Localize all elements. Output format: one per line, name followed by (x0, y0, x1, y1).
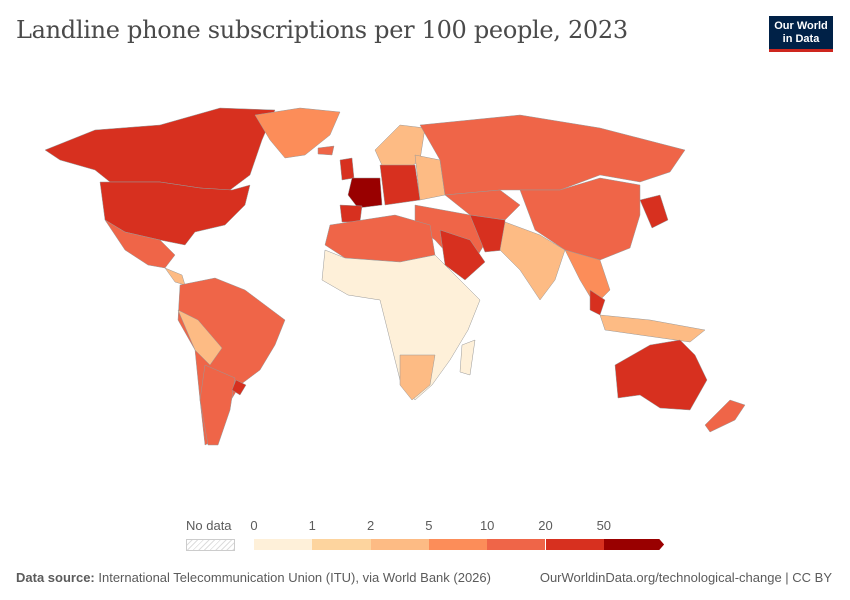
color-legend: No data 0 1 2 5 10 20 50 (0, 510, 850, 555)
country-new-zealand[interactable] (704, 399, 746, 433)
legend-tick-1: 1 (308, 518, 316, 533)
country-argentina[interactable] (199, 364, 236, 446)
country-canada[interactable] (44, 107, 276, 191)
country-china[interactable] (519, 177, 641, 261)
country-greenland[interactable] (254, 107, 341, 159)
country-iberia[interactable] (339, 204, 363, 223)
country-north-africa[interactable] (324, 214, 436, 263)
country-saudi-arabia[interactable] (439, 229, 486, 281)
source-link[interactable]: OurWorldinData.org/technological-change … (539, 570, 832, 585)
country-france[interactable] (347, 177, 383, 209)
country-central-america[interactable] (164, 267, 186, 286)
country-peru-bolivia[interactable] (177, 309, 223, 366)
country-southern-africa[interactable] (399, 354, 436, 401)
country-sub-saharan-africa[interactable] (321, 249, 481, 401)
country-uruguay[interactable] (231, 379, 247, 396)
legend-bin-2[interactable] (370, 539, 429, 550)
legend-bin-3[interactable] (428, 539, 488, 550)
country-southeast-asia[interactable] (564, 249, 611, 306)
country-iceland[interactable] (317, 145, 335, 156)
country-indonesia[interactable] (599, 314, 706, 343)
chart-title: Landline phone subscriptions per 100 peo… (16, 16, 628, 44)
no-data-label: No data (186, 518, 232, 533)
legend-bin-5[interactable] (545, 539, 604, 550)
world-map[interactable] (0, 90, 850, 490)
legend-bin-4[interactable] (487, 539, 546, 550)
country-russia[interactable] (419, 114, 686, 196)
country-mexico[interactable] (104, 219, 176, 269)
legend-tick-50: 50 (596, 518, 612, 533)
no-data-swatch (186, 539, 235, 551)
country-south-america-n[interactable] (177, 277, 286, 446)
country-kazakhstan-central-asia[interactable] (444, 189, 521, 221)
country-south-asia[interactable] (499, 221, 566, 301)
data-source: Data source: International Telecommunica… (16, 570, 491, 585)
logo-line1: Our World (774, 20, 828, 32)
source-label: Data source: (16, 570, 95, 585)
legend-tick-0: 0 (250, 518, 258, 533)
legend-tick-10: 10 (479, 518, 495, 533)
country-korea-japan[interactable] (639, 194, 669, 229)
country-australia[interactable] (614, 339, 708, 411)
legend-bin-1[interactable] (312, 539, 371, 550)
legend-tick-2: 2 (366, 518, 375, 533)
owid-logo[interactable]: Our World in Data (769, 16, 833, 52)
logo-line2: in Data (782, 33, 820, 45)
country-madagascar[interactable] (459, 339, 476, 376)
legend-tick-20: 20 (538, 518, 553, 533)
legend-bin-0[interactable] (254, 539, 313, 550)
country-uk[interactable] (339, 157, 355, 181)
legend-bin-6[interactable] (603, 539, 665, 550)
country-central-europe[interactable] (379, 164, 421, 206)
legend-tick-5: 5 (425, 518, 433, 533)
source-text: International Telecommunication Union (I… (98, 570, 491, 585)
